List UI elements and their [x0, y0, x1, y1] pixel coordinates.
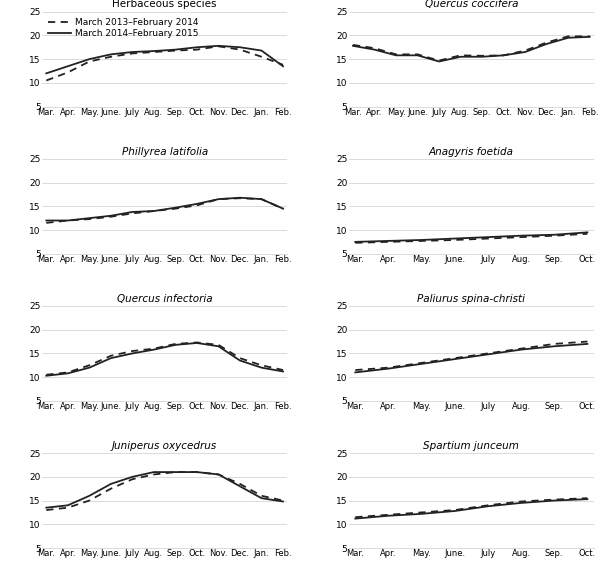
Title: Juniperus oxycedrus: Juniperus oxycedrus	[112, 441, 217, 451]
Title: Quercus infectoria: Quercus infectoria	[117, 294, 212, 304]
Legend: March 2013–February 2014, March 2014–February 2015: March 2013–February 2014, March 2014–Feb…	[47, 16, 201, 40]
Title: Spartium junceum: Spartium junceum	[424, 441, 519, 451]
Title: Quercus coccifera: Quercus coccifera	[425, 0, 518, 9]
Title: Phillyrea latifolia: Phillyrea latifolia	[122, 147, 208, 157]
Title: Paliurus spina-christi: Paliurus spina-christi	[418, 294, 526, 304]
Title: Anagyris foetida: Anagyris foetida	[429, 147, 514, 157]
Title: Herbaceous species: Herbaceous species	[112, 0, 217, 9]
